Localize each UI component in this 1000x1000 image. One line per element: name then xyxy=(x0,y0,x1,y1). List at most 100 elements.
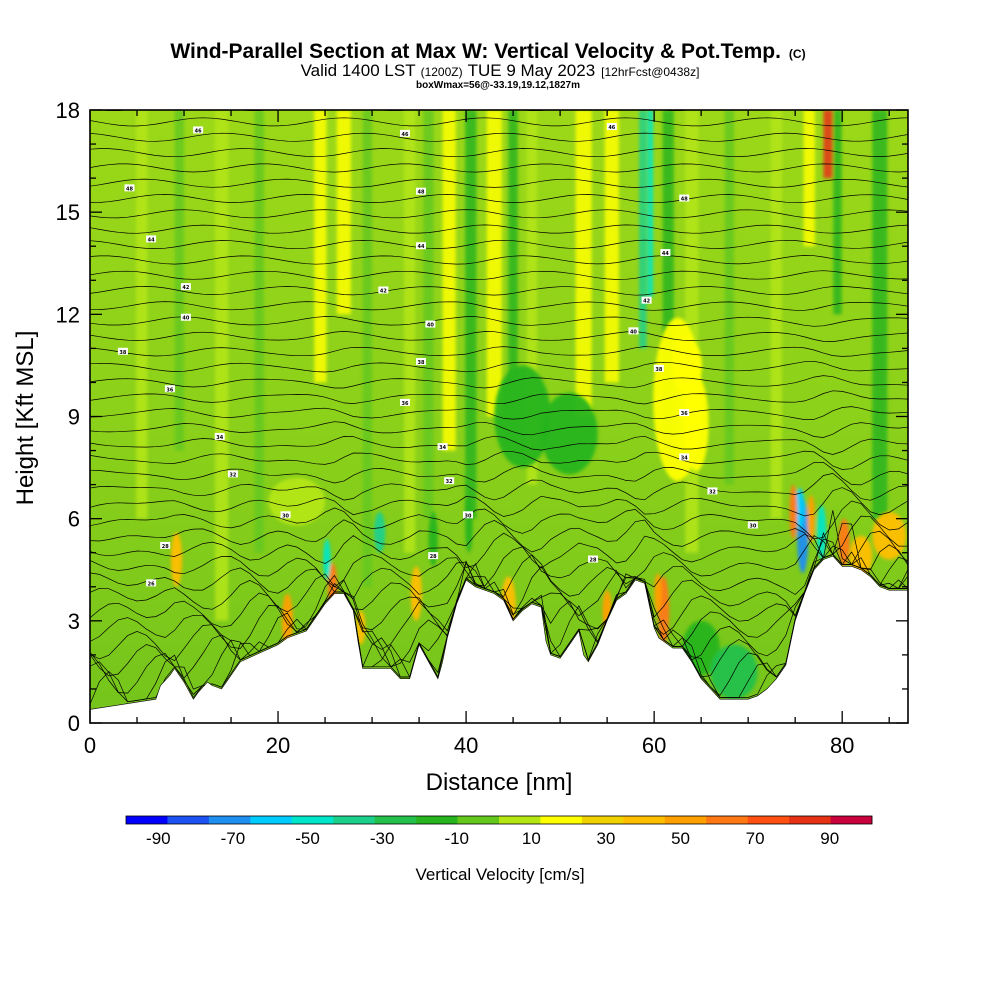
velocity-streak xyxy=(604,110,619,383)
x-tick-label: 60 xyxy=(642,733,666,758)
colorbar-frame xyxy=(125,815,873,825)
contour-label: 38 xyxy=(417,360,424,366)
velocity-streak xyxy=(526,110,538,485)
isentrope-line xyxy=(90,178,908,188)
isentrope-line xyxy=(90,535,908,588)
contour-label-bg xyxy=(679,409,690,417)
colorbar-swatch xyxy=(789,816,831,824)
colorbar-tick-label: -50 xyxy=(295,829,320,848)
velocity-cell xyxy=(541,392,598,475)
colorbar-swatch xyxy=(623,816,666,824)
y-tick-label: 6 xyxy=(68,507,80,532)
plot-area: 46 46 46 48 48 48 44 44 44 42 42 42 40 40 40 38 38 38 36 36… xyxy=(90,110,908,723)
isentrope-line xyxy=(90,421,908,438)
isentrope-line xyxy=(90,360,908,373)
velocity-cell xyxy=(373,511,386,553)
contour-label-bg xyxy=(462,511,473,519)
contour-label-bg xyxy=(707,487,718,495)
contour-label: 36 xyxy=(401,401,408,407)
colorbar-swatch xyxy=(499,816,541,824)
velocity-cell xyxy=(170,532,183,587)
velocity-streak xyxy=(336,110,351,315)
y-tick-label: 3 xyxy=(68,609,80,634)
isentrope-line xyxy=(90,209,908,219)
contour-label-bg xyxy=(428,552,439,560)
contour-label: 28 xyxy=(162,544,169,550)
velocity-streak xyxy=(770,110,783,519)
velocity-cell xyxy=(268,477,326,526)
isentrope-line xyxy=(90,316,908,327)
colorbar-tick-label: 90 xyxy=(820,829,839,848)
contour-label: 28 xyxy=(590,558,597,564)
contour-label-bg xyxy=(164,385,175,393)
contour-label-bg xyxy=(588,555,599,563)
x-axis-label: Distance [nm] xyxy=(426,769,573,796)
contour-label: 44 xyxy=(662,251,669,257)
colorbar-tick-labels: -90 -70 -50 -30 -10 10 30 50 70 90 xyxy=(146,829,839,848)
contour-label: 28 xyxy=(430,554,437,560)
velocity-streak xyxy=(803,110,815,247)
contour-label: 34 xyxy=(439,445,446,451)
colorbar-tick-label: 70 xyxy=(746,829,765,848)
contour-label: 32 xyxy=(709,489,716,495)
contour-label: 40 xyxy=(630,329,637,335)
velocity-cell xyxy=(654,573,662,615)
contour-label-bg xyxy=(193,126,204,134)
velocity-cell xyxy=(795,488,805,529)
isentrope-line xyxy=(90,435,908,455)
contour-label-bg xyxy=(444,477,455,485)
isentrope-line xyxy=(90,163,908,173)
contour-label: 48 xyxy=(417,190,424,196)
chart-box-info: boxWmax=56@-33.19,19.12,1827m xyxy=(416,80,580,91)
contour-label: 40 xyxy=(182,316,189,322)
terrain xyxy=(90,555,908,723)
contour-label: 42 xyxy=(182,285,189,291)
contour-label-bg xyxy=(227,470,238,478)
contour-label: 40 xyxy=(427,323,434,329)
isentrope-line xyxy=(90,194,908,204)
x-tick-label: 0 xyxy=(84,733,96,758)
x-tick-label: 20 xyxy=(266,733,290,758)
y-tick-label: 12 xyxy=(56,302,80,327)
velocity-streak xyxy=(508,110,518,383)
velocity-cell xyxy=(807,494,815,543)
isentrope-line xyxy=(90,450,908,470)
isentrope-line xyxy=(90,346,908,357)
contour-label-bg xyxy=(415,358,426,366)
isentrope-line xyxy=(90,538,908,600)
velocity-streak xyxy=(442,110,456,451)
contour-label-bg xyxy=(641,296,652,304)
isentrope-line xyxy=(90,331,908,342)
x-tick-label: 80 xyxy=(830,733,854,758)
contour-label: 46 xyxy=(195,128,202,134)
isentrope-line xyxy=(90,487,908,517)
velocity-streak xyxy=(486,110,502,417)
contour-label-bg xyxy=(399,129,410,137)
isentrope-line xyxy=(90,375,908,389)
x-tick-label: 40 xyxy=(454,733,478,758)
isentrope-line xyxy=(90,390,908,405)
colorbar-swatch xyxy=(747,816,790,824)
contour-label-bg xyxy=(117,347,128,355)
velocity-cell xyxy=(410,566,422,621)
colorbar-swatch xyxy=(706,816,748,824)
colorbar-swatch xyxy=(291,816,334,824)
contour-label-bg xyxy=(415,242,426,250)
contour-label-bg xyxy=(280,511,291,519)
velocity-streaks xyxy=(136,110,888,621)
isentrope-line xyxy=(90,239,908,250)
contour-label-bg xyxy=(160,541,171,549)
colorbar-swatch xyxy=(333,816,375,824)
contour-label: 42 xyxy=(380,288,387,294)
isentrope-line xyxy=(90,148,908,158)
velocity-streak xyxy=(647,110,654,298)
isentrope-line xyxy=(90,545,908,618)
colorbar-swatch xyxy=(830,816,873,824)
isentrope-line xyxy=(90,117,908,127)
colorbar-tick-label: -30 xyxy=(370,829,395,848)
contour-label: 48 xyxy=(681,197,688,203)
y-tick-label: 0 xyxy=(68,711,80,736)
velocity-streak xyxy=(833,110,842,315)
axis-ticks xyxy=(89,109,908,724)
